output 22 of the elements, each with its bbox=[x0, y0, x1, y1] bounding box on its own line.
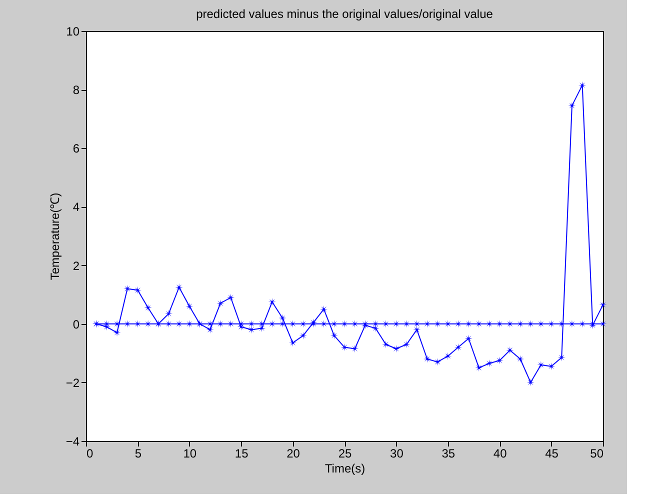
x-tick-label: 0 bbox=[86, 446, 94, 460]
x-tick-label: 5 bbox=[134, 446, 142, 460]
y-tick-label: 0 bbox=[72, 317, 80, 332]
x-tick-label: 30 bbox=[390, 446, 404, 460]
y-axis-title: Temperature(℃) bbox=[48, 192, 62, 280]
y-tick-label: 8 bbox=[72, 83, 80, 98]
y-tick-label: 2 bbox=[72, 258, 80, 273]
x-axis-title: Time(s) bbox=[324, 462, 366, 476]
x-tick-label: 25 bbox=[338, 446, 352, 460]
y-tick-label: −4 bbox=[66, 434, 80, 448]
y-tick-label: −2 bbox=[66, 376, 80, 390]
y-tick-label: 6 bbox=[72, 142, 80, 156]
x-tick-label: 15 bbox=[234, 446, 249, 460]
x-tick-label: 35 bbox=[442, 446, 456, 460]
x-tick-label: 40 bbox=[493, 446, 508, 460]
x-tick-label: 45 bbox=[545, 446, 559, 460]
y-tick-label: 4 bbox=[72, 200, 80, 214]
chart-title: predicted values minus the original values/original value bbox=[196, 7, 494, 21]
x-tick-label: 10 bbox=[183, 446, 197, 460]
x-tick-label: 20 bbox=[286, 446, 300, 460]
x-tick-label: 50 bbox=[590, 446, 604, 460]
y-tick-label: 10 bbox=[66, 24, 80, 38]
